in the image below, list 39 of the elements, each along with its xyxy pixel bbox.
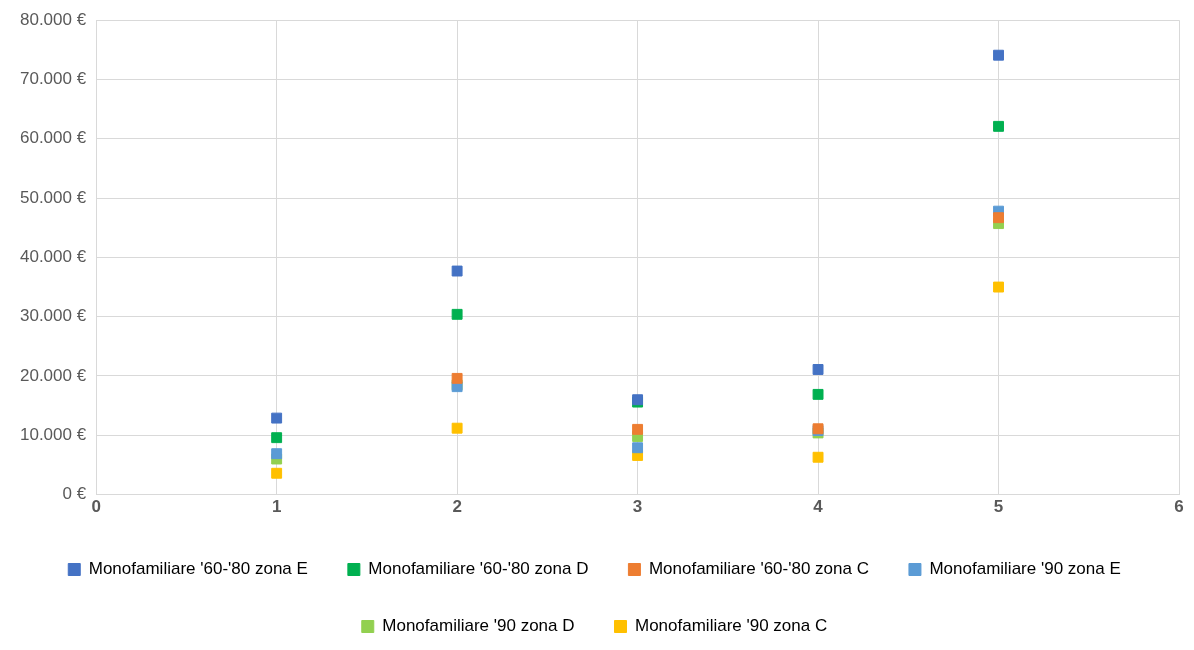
legend-label: Monofamiliare '90 zona D — [382, 616, 575, 636]
x-tick-label: 6 — [1174, 497, 1184, 517]
legend-label: Monofamiliare '60-'80 zona E — [88, 559, 308, 579]
y-tick-label: 50.000 € — [19, 187, 87, 207]
point — [993, 281, 1004, 293]
x-tick-label: 3 — [632, 497, 643, 517]
point — [271, 432, 283, 444]
point — [812, 451, 824, 463]
point — [993, 212, 1004, 224]
x-tick-label: 0 — [91, 497, 101, 517]
point — [271, 448, 283, 460]
legend-label: Monofamiliare '90 zona E — [929, 559, 1121, 579]
point — [812, 364, 824, 375]
point — [812, 388, 824, 400]
point — [451, 372, 463, 384]
y-tick-label: 40.000 € — [19, 247, 87, 267]
point — [451, 422, 463, 434]
x-tick-label: 5 — [993, 497, 1004, 517]
x-tick-label: 4 — [813, 497, 824, 517]
y-tick-label: 60.000 € — [19, 128, 87, 148]
y-tick-label: 20.000 € — [19, 365, 87, 385]
point — [632, 442, 644, 454]
y-tick-label: 70.000 € — [19, 69, 87, 89]
point — [271, 412, 283, 424]
y-tick-label: 80.000 € — [19, 9, 87, 29]
y-tick-label: 0 € — [62, 484, 87, 504]
point — [993, 120, 1004, 132]
point — [451, 265, 463, 277]
point — [271, 467, 283, 479]
point — [451, 308, 463, 320]
legend-label: Monofamiliare '60-'80 zona D — [368, 559, 589, 579]
y-tick-label: 30.000 € — [19, 306, 87, 326]
legend-label: Monofamiliare '60-'80 zona C — [648, 559, 869, 579]
point — [632, 423, 644, 435]
x-tick-label: 1 — [271, 497, 282, 517]
point — [993, 49, 1004, 61]
x-tick-label: 2 — [452, 497, 462, 517]
y-tick-label: 10.000 € — [19, 424, 87, 444]
legend-label: Monofamiliare '90 zona C — [635, 616, 828, 636]
